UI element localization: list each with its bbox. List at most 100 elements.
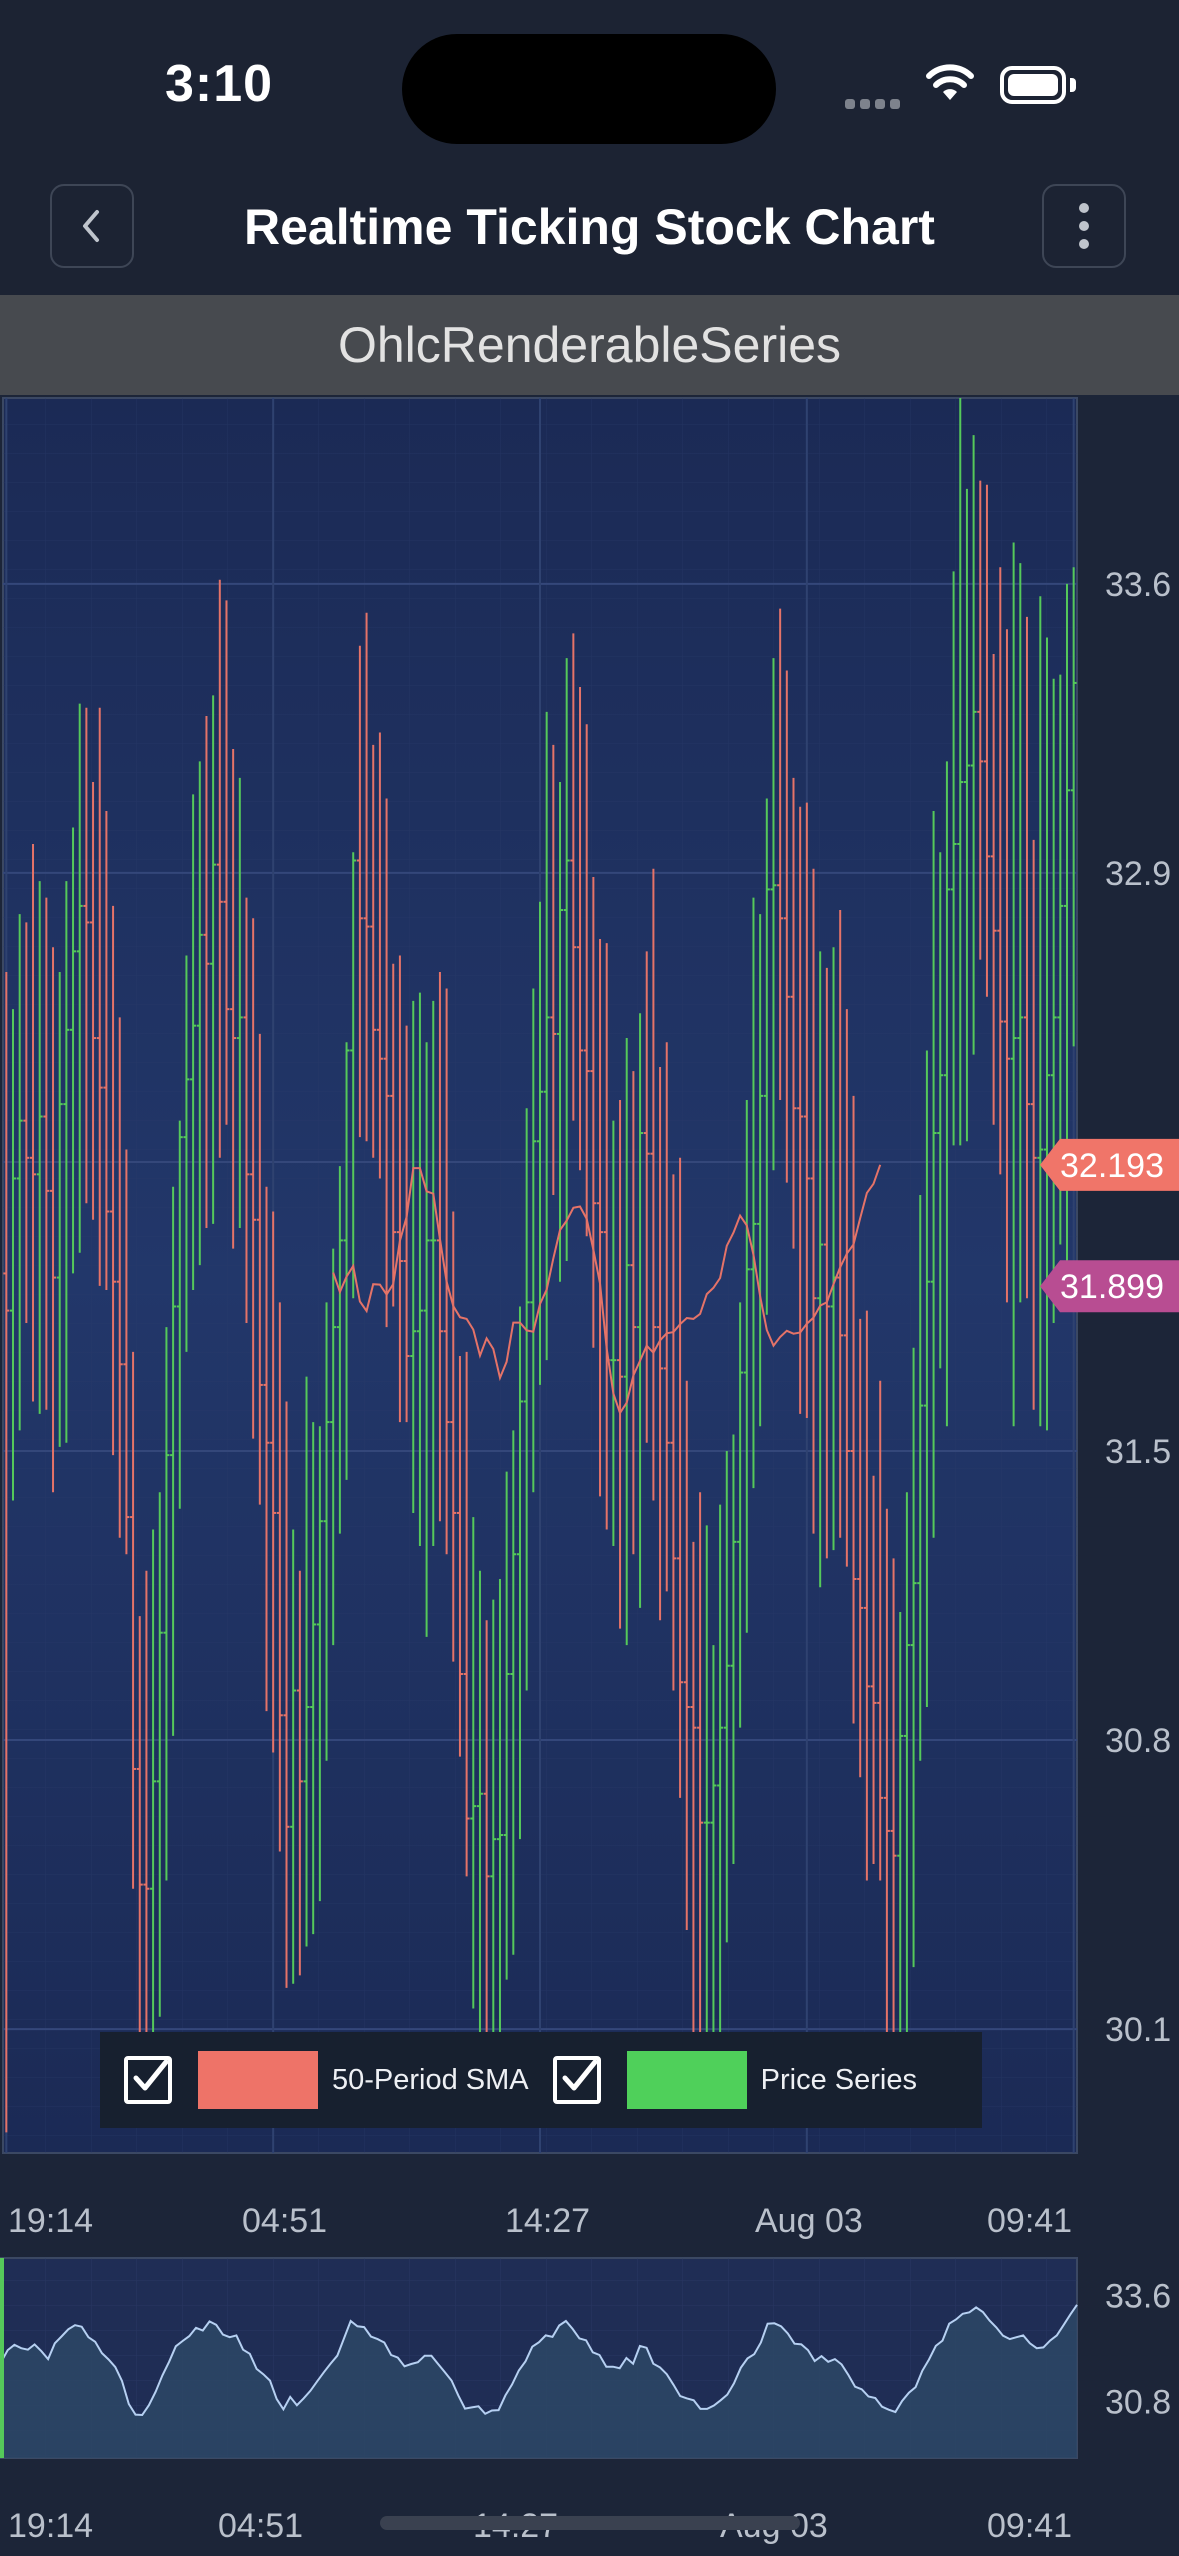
ohlc-bar bbox=[857, 1318, 864, 1778]
ohlc-bar bbox=[56, 971, 63, 1447]
ohlc-bar bbox=[757, 914, 764, 1427]
ohlc-bar bbox=[703, 1525, 710, 2092]
price-checkbox[interactable] bbox=[552, 2056, 601, 2104]
ohlc-bar bbox=[557, 782, 564, 1282]
ohlc-bar bbox=[130, 1351, 137, 1889]
ohlc-bar bbox=[683, 1380, 690, 1931]
ohlc-bar bbox=[717, 1504, 724, 2071]
ohlc-bar bbox=[803, 802, 810, 1418]
main-ohlc-chart[interactable]: 33.6 32.9 31.5 30.8 30.1 32.193 31.899 19:14 0… bbox=[0, 395, 1179, 2255]
ohlc-bar bbox=[523, 1108, 530, 1691]
ohlc-bar bbox=[410, 1000, 417, 1513]
ohlc-bar bbox=[370, 744, 377, 1158]
y-tick-label: 33.6 bbox=[1105, 566, 1171, 604]
ohlc-bar bbox=[617, 1100, 624, 1629]
status-bar: 3:10 bbox=[0, 0, 1179, 170]
ohlc-bar bbox=[63, 881, 70, 1443]
ohlc-bar bbox=[997, 567, 1004, 1175]
ohlc-bar bbox=[690, 1541, 697, 2046]
ohlc-bar bbox=[637, 1013, 644, 1608]
ohlc-bar bbox=[196, 761, 203, 1266]
ohlc-bar bbox=[570, 633, 577, 1121]
ohlc-bar bbox=[737, 1302, 744, 1728]
ohlc-bar bbox=[1037, 596, 1044, 1427]
ohlc-bar bbox=[870, 1475, 877, 1864]
ohlc-bar bbox=[236, 777, 243, 1229]
ohlc-bar bbox=[50, 947, 57, 1493]
ohlc-bar bbox=[890, 1558, 897, 2042]
ohlc-bar bbox=[110, 905, 117, 1456]
ohlc-bar bbox=[597, 938, 604, 1497]
ohlc-bar bbox=[190, 794, 197, 1290]
ohlc-bar bbox=[323, 1302, 330, 1761]
ohlc-bar bbox=[343, 1042, 350, 1480]
overview-y-tick-label: 30.8 bbox=[1105, 2383, 1171, 2421]
ohlc-bar bbox=[290, 1529, 297, 1984]
sma-checkbox[interactable] bbox=[124, 2056, 172, 2104]
home-indicator bbox=[380, 2516, 800, 2530]
ohlc-bar bbox=[1010, 542, 1017, 1427]
ohlc-bar bbox=[1070, 567, 1077, 1047]
ohlc-bar bbox=[743, 1100, 750, 1633]
more-options-button[interactable] bbox=[1042, 184, 1126, 268]
overview-y-tick-label: 33.6 bbox=[1105, 2278, 1171, 2316]
series-type-header: OhlcRenderableSeries bbox=[0, 295, 1179, 395]
ohlc-bar bbox=[643, 951, 650, 1443]
ohlc-bar bbox=[396, 955, 403, 1423]
ohlc-bar bbox=[210, 695, 217, 1224]
ohlc-bar bbox=[483, 1620, 490, 2038]
overview-x-tick-label: 09:41 bbox=[987, 2507, 1072, 2545]
ohlc-bar bbox=[170, 1186, 177, 1736]
x-tick-label: 09:41 bbox=[987, 2202, 1072, 2240]
ohlc-bar bbox=[516, 1306, 523, 1840]
y-tick-label: 31.5 bbox=[1105, 1433, 1171, 1471]
ohlc-bar bbox=[263, 1186, 270, 1712]
page-title: Realtime Ticking Stock Chart bbox=[244, 199, 935, 255]
ohlc-bar bbox=[476, 1570, 483, 2092]
ohlc-bar bbox=[70, 827, 77, 1274]
ohlc-bar bbox=[96, 707, 103, 1286]
ohlc-bar bbox=[590, 877, 597, 1348]
ohlc-bar bbox=[496, 1579, 503, 2092]
ohlc-bar bbox=[283, 1401, 290, 1988]
ohlc-bar bbox=[977, 480, 984, 960]
ohlc-bar bbox=[1023, 616, 1030, 1299]
ohlc-bar bbox=[843, 1009, 850, 1567]
ohlc-bar bbox=[510, 1430, 517, 1955]
ohlc-bar bbox=[470, 1517, 477, 2009]
ohlc-bar bbox=[883, 1508, 890, 2046]
ohlc-bar bbox=[970, 435, 977, 1055]
ohlc-bar bbox=[863, 1310, 870, 1881]
x-tick-label: 04:51 bbox=[242, 2202, 327, 2240]
ohlc-bar bbox=[143, 1570, 150, 2042]
back-button[interactable] bbox=[50, 184, 134, 268]
ohlc-bar bbox=[910, 1347, 917, 1968]
ohlc-bar bbox=[1043, 637, 1050, 1431]
ohlc-bar bbox=[103, 810, 110, 1290]
ohlc-bar bbox=[903, 1492, 910, 2034]
legend-item-sma[interactable]: 50-Period SMA bbox=[100, 2051, 529, 2109]
ohlc-bar bbox=[83, 707, 90, 1204]
chevron-left-icon bbox=[83, 210, 99, 242]
ohlc-bar bbox=[90, 782, 97, 1220]
y-tick-label: 30.1 bbox=[1105, 2011, 1171, 2049]
ohlc-bar bbox=[790, 777, 797, 1249]
ohlc-bar bbox=[1017, 563, 1024, 1303]
ohlc-bar bbox=[1030, 839, 1037, 1410]
ohlc-bar bbox=[563, 658, 570, 1262]
ohlc-bar bbox=[837, 910, 844, 1538]
ohlc-bar bbox=[350, 852, 357, 1299]
ohlc-bar bbox=[710, 1645, 717, 2046]
overview-area bbox=[1, 2304, 1077, 2458]
legend-item-price[interactable]: Price Series bbox=[529, 2051, 917, 2109]
ohlc-bar bbox=[990, 654, 997, 1125]
ohlc-bar bbox=[416, 992, 423, 1546]
ohlc-bar bbox=[430, 1000, 437, 1546]
overview-range-handle[interactable] bbox=[0, 2258, 4, 2458]
overview-x-tick-label: 04:51 bbox=[218, 2507, 303, 2545]
ohlc-bar bbox=[770, 658, 777, 1171]
ohlc-bar bbox=[930, 810, 937, 1538]
ohlc-bar bbox=[583, 724, 590, 1237]
ohlc-bar bbox=[923, 1050, 930, 1708]
